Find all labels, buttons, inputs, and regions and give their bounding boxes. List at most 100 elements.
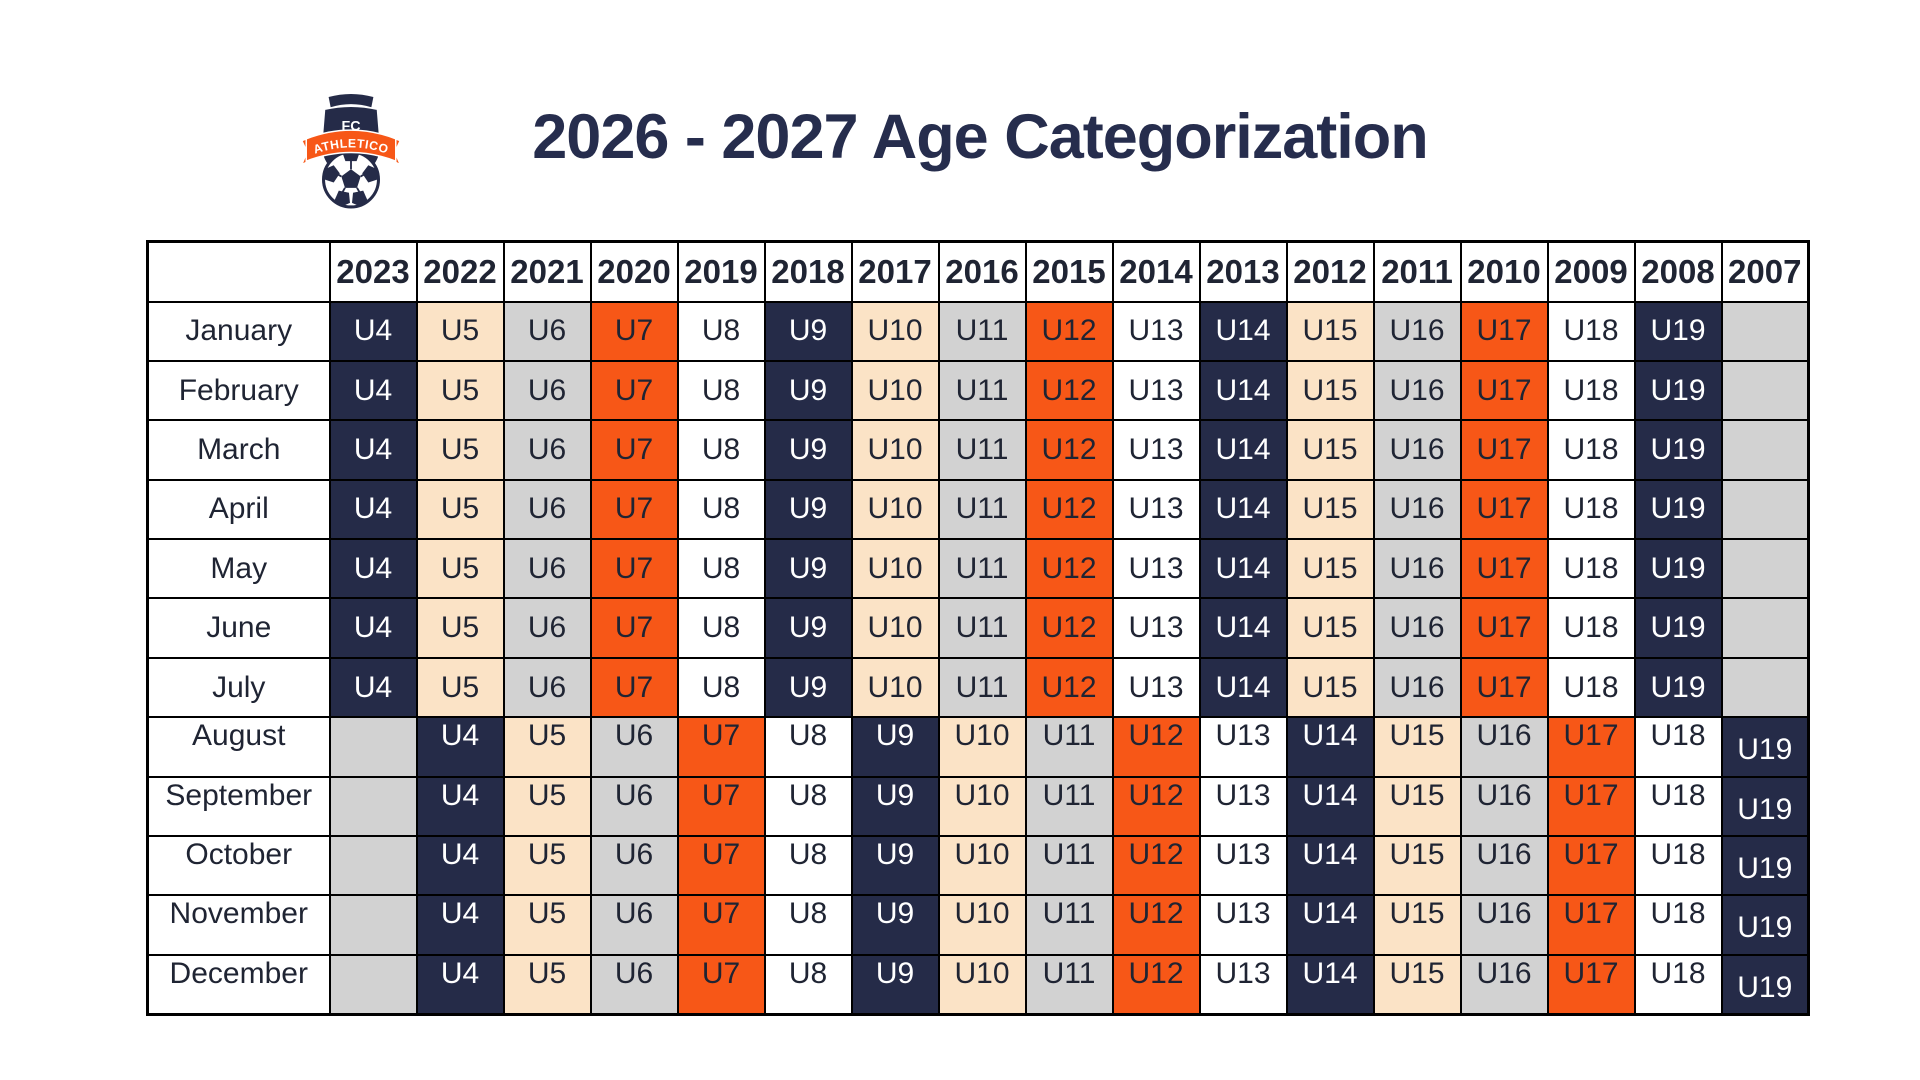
age-cell-u18: U18 [1546,478,1636,541]
age-cell-u13: U13 [1198,835,1288,897]
age-categorization-table: 2023 2022 2021 2020 2019 2018 2017 2016 2015 2014… [146,240,1810,1016]
age-cell-u12: U12 [1024,656,1114,719]
year-header-2009: 2009 [1546,240,1636,303]
age-cell-u11: U11 [1024,775,1114,838]
age-cell-u4: U4 [328,359,418,422]
soccer-ball-icon [322,150,380,209]
age-cell-u4: U4 [328,656,418,719]
age-cell-u14: U14 [1285,775,1375,838]
age-cell-u4: U4 [328,538,418,600]
age-cell-u9: U9 [763,300,853,362]
age-cell-u10: U10 [850,359,940,422]
age-cell-u5: U5 [502,716,592,778]
age-cell-u18: U18 [1546,419,1636,481]
age-cell-u9: U9 [763,656,853,719]
age-cell-u19: U19 [1633,597,1723,659]
age-cell-u15: U15 [1372,894,1462,956]
age-cell-u12: U12 [1024,300,1114,362]
age-cell-u9: U9 [850,835,940,897]
age-cell-u9: U9 [763,359,853,422]
age-cell-u4: U4 [415,775,505,838]
age-cell-u9: U9 [763,538,853,600]
age-cell-u14: U14 [1285,835,1375,897]
age-cell-u11: U11 [937,419,1027,481]
age-cell-u17: U17 [1459,656,1549,719]
month-label: December [146,953,331,1016]
age-cell-u10: U10 [937,953,1027,1016]
age-cell-u9: U9 [763,597,853,659]
month-label: July [146,656,331,719]
logo-club-name: ATHLETICO [312,136,390,156]
age-cell-u13: U13 [1111,538,1201,600]
age-cell-u12: U12 [1111,775,1201,838]
age-cell-u8: U8 [676,597,766,659]
age-cell-u13: U13 [1198,716,1288,778]
age-cell-u14: U14 [1285,716,1375,778]
svg-text:ATHLETICO: ATHLETICO [312,136,391,156]
year-header-row: 2023 2022 2021 2020 2019 2018 2017 2016 2015 2014… [146,240,1810,303]
year-header-2019: 2019 [676,240,766,303]
month-row-july: July U4 U5 U6 U7 U8 U9 U10 U11 U12 U13 U14 U15 U16 U17… [146,656,1810,719]
age-cell-u16: U16 [1372,478,1462,541]
age-cell-u10: U10 [937,894,1027,956]
age-cell-u16: U16 [1459,775,1549,838]
empty-cell [328,953,418,1016]
month-row-april: April U4 U5 U6 U7 U8 U9 U10 U11 U12 U13 U14 U15 U16 U1… [146,478,1810,541]
age-cell-u16: U16 [1459,953,1549,1016]
age-cell-u5: U5 [502,953,592,1016]
age-cell-u14: U14 [1198,419,1288,481]
age-cell-u14: U14 [1198,300,1288,362]
age-cell-u18: U18 [1633,716,1723,778]
age-cell-u8: U8 [676,656,766,719]
empty-cell [1720,300,1810,362]
age-cell-u12: U12 [1111,953,1201,1016]
month-row-december: December U4 U5 U6 U7 U8 U9 U10 U11 U12 U13 U14 U15 U1… [146,953,1810,1016]
age-cell-u4: U4 [415,953,505,1016]
age-cell-u6: U6 [502,300,592,362]
club-logo: FC [299,94,403,210]
age-cell-u4: U4 [328,597,418,659]
age-cell-u6: U6 [502,478,592,541]
age-cell-u17: U17 [1459,538,1549,600]
empty-cell [328,716,418,778]
age-cell-u8: U8 [763,953,853,1016]
age-cell-u9: U9 [850,775,940,838]
age-cell-u15: U15 [1372,835,1462,897]
age-cell-u13: U13 [1198,894,1288,956]
age-cell-u9: U9 [850,953,940,1016]
age-cell-u8: U8 [676,538,766,600]
empty-cell [1720,656,1810,719]
age-cell-u16: U16 [1459,716,1549,778]
age-cell-u10: U10 [937,835,1027,897]
age-cell-u5: U5 [415,419,505,481]
age-cell-u11: U11 [937,300,1027,362]
age-cell-u8: U8 [676,419,766,481]
month-label: January [146,300,331,362]
month-label: May [146,538,331,600]
age-cell-u13: U13 [1111,419,1201,481]
month-row-january: January U4 U5 U6 U7 U8 U9 U10 U11 U12 U13 U14 U15 U16… [146,300,1810,362]
age-cell-u16: U16 [1372,538,1462,600]
age-cell-u13: U13 [1111,359,1201,422]
age-cell-u10: U10 [850,478,940,541]
month-row-march: March U4 U5 U6 U7 U8 U9 U10 U11 U12 U13 U14 U15 U16 U1… [146,419,1810,481]
age-cell-u14: U14 [1198,538,1288,600]
club-crest-icon: FC [301,94,401,209]
age-cell-u9: U9 [763,419,853,481]
age-cell-u10: U10 [937,775,1027,838]
year-header-2007: 2007 [1720,240,1810,303]
age-cell-u8: U8 [676,478,766,541]
age-cell-u7: U7 [589,419,679,481]
age-cell-u18: U18 [1546,538,1636,600]
empty-cell [1720,538,1810,600]
month-label: November [146,894,331,956]
age-cell-u7: U7 [589,300,679,362]
age-cell-u8: U8 [763,894,853,956]
empty-cell [1720,359,1810,422]
age-cell-u6: U6 [502,538,592,600]
age-cell-u15: U15 [1285,300,1375,362]
age-cell-u14: U14 [1285,894,1375,956]
age-cell-u12: U12 [1024,478,1114,541]
age-cell-u5: U5 [415,538,505,600]
